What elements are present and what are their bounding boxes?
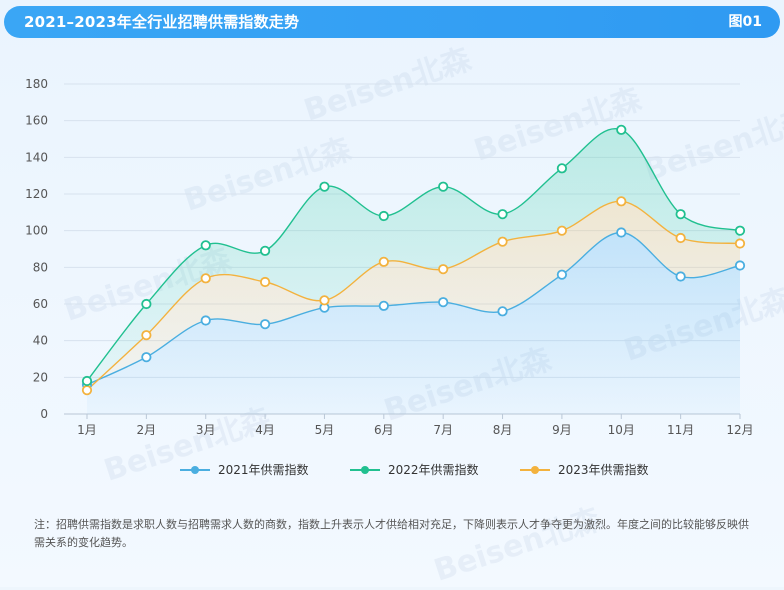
series-line-2022	[86, 127, 741, 382]
data-point-2022[interactable]	[616, 124, 627, 135]
legend-label-2021: 2021年供需指数	[218, 463, 309, 477]
data-point-2022[interactable]	[378, 210, 389, 222]
x-tick-label: 8月	[493, 423, 513, 437]
data-point-2022[interactable]	[81, 375, 93, 387]
data-point-2023[interactable]	[556, 225, 568, 236]
data-point-2022[interactable]	[438, 181, 449, 192]
data-point-2023[interactable]	[438, 264, 449, 275]
data-point-2022[interactable]	[556, 163, 568, 174]
data-point-2023[interactable]	[319, 295, 330, 306]
x-tick-label: 12月	[726, 423, 753, 437]
footnote: 注：招聘供需指数是求职人数与招聘需求人数的商数，指数上升表示人才供给相对充足，下…	[34, 518, 749, 549]
data-point-2021[interactable]	[734, 260, 746, 271]
data-point-2021[interactable]	[200, 315, 211, 326]
data-point-2021[interactable]	[378, 300, 389, 311]
data-point-2022[interactable]	[141, 298, 152, 310]
x-tick-label: 7月	[433, 423, 453, 437]
y-tick-label: 0	[40, 407, 48, 421]
data-point-2023[interactable]	[616, 196, 627, 207]
data-point-2021[interactable]	[675, 271, 686, 282]
area-2022	[87, 128, 740, 391]
line-area-chart: 0 20 40 60 80 100 120 140 160 180 1月 2月 3月 4月 5月 6月 7月 8月…	[25, 77, 754, 437]
x-tick-label: 6月	[374, 423, 394, 437]
area-2021	[87, 232, 740, 414]
data-point-2022[interactable]	[200, 240, 211, 251]
x-tick-label: 1月	[77, 423, 97, 437]
x-tick-label: 10月	[608, 423, 635, 437]
y-tick-label: 100	[25, 224, 48, 238]
data-point-2021[interactable]	[556, 269, 568, 280]
chart-header: 2021–2023年全行业招聘供需指数走势 图01	[4, 6, 780, 38]
area-2023	[87, 201, 740, 391]
data-point-2022[interactable]	[675, 209, 686, 220]
y-tick-label: 140	[25, 150, 48, 164]
chart-title: 2021–2023年全行业招聘供需指数走势	[24, 13, 300, 31]
data-point-2023[interactable]	[734, 238, 746, 249]
data-point-2022[interactable]	[734, 225, 746, 236]
data-point-2023[interactable]	[675, 232, 686, 244]
data-point-2021[interactable]	[259, 319, 271, 330]
legend-label-2022: 2022年供需指数	[388, 463, 479, 477]
data-point-2022[interactable]	[259, 245, 271, 256]
legend-dot-2022	[361, 466, 369, 474]
figure-tag: 图01	[728, 14, 762, 30]
y-tick-label: 40	[33, 334, 48, 348]
y-tick-label: 80	[33, 260, 48, 274]
y-tick-label: 160	[25, 114, 48, 128]
x-tick-label: 4月	[255, 423, 275, 437]
data-point-2023[interactable]	[200, 273, 211, 284]
data-point-2022[interactable]	[319, 181, 330, 192]
y-tick-label: 180	[25, 77, 48, 91]
data-point-2023[interactable]	[259, 276, 271, 288]
legend-dot-2023	[531, 466, 539, 474]
data-point-2021[interactable]	[141, 352, 152, 363]
data-point-2023[interactable]	[497, 236, 508, 247]
series-line-2021	[86, 231, 741, 386]
data-point-2022[interactable]	[497, 209, 508, 220]
legend-label-2023: 2023年供需指数	[558, 463, 649, 477]
data-point-2023[interactable]	[81, 385, 93, 396]
y-tick-label: 120	[25, 187, 48, 201]
y-tick-label: 20	[33, 370, 48, 384]
x-tick-label: 9月	[552, 423, 572, 437]
chart-legend: 2021年供需指数 2022年供需指数 2023年供需指数	[0, 460, 784, 480]
data-point-2021[interactable]	[497, 306, 508, 317]
legend-dot-2021	[191, 466, 199, 474]
x-tick-label: 2月	[137, 423, 157, 437]
data-point-2021[interactable]	[616, 227, 627, 238]
x-tick-label: 3月	[196, 423, 216, 437]
data-point-2023[interactable]	[378, 256, 389, 267]
y-tick-label: 60	[33, 297, 48, 311]
x-tick-label: 5月	[315, 423, 335, 437]
data-point-2023[interactable]	[141, 330, 152, 341]
data-point-2021[interactable]	[438, 297, 449, 308]
x-tick-label: 11月	[667, 423, 694, 437]
